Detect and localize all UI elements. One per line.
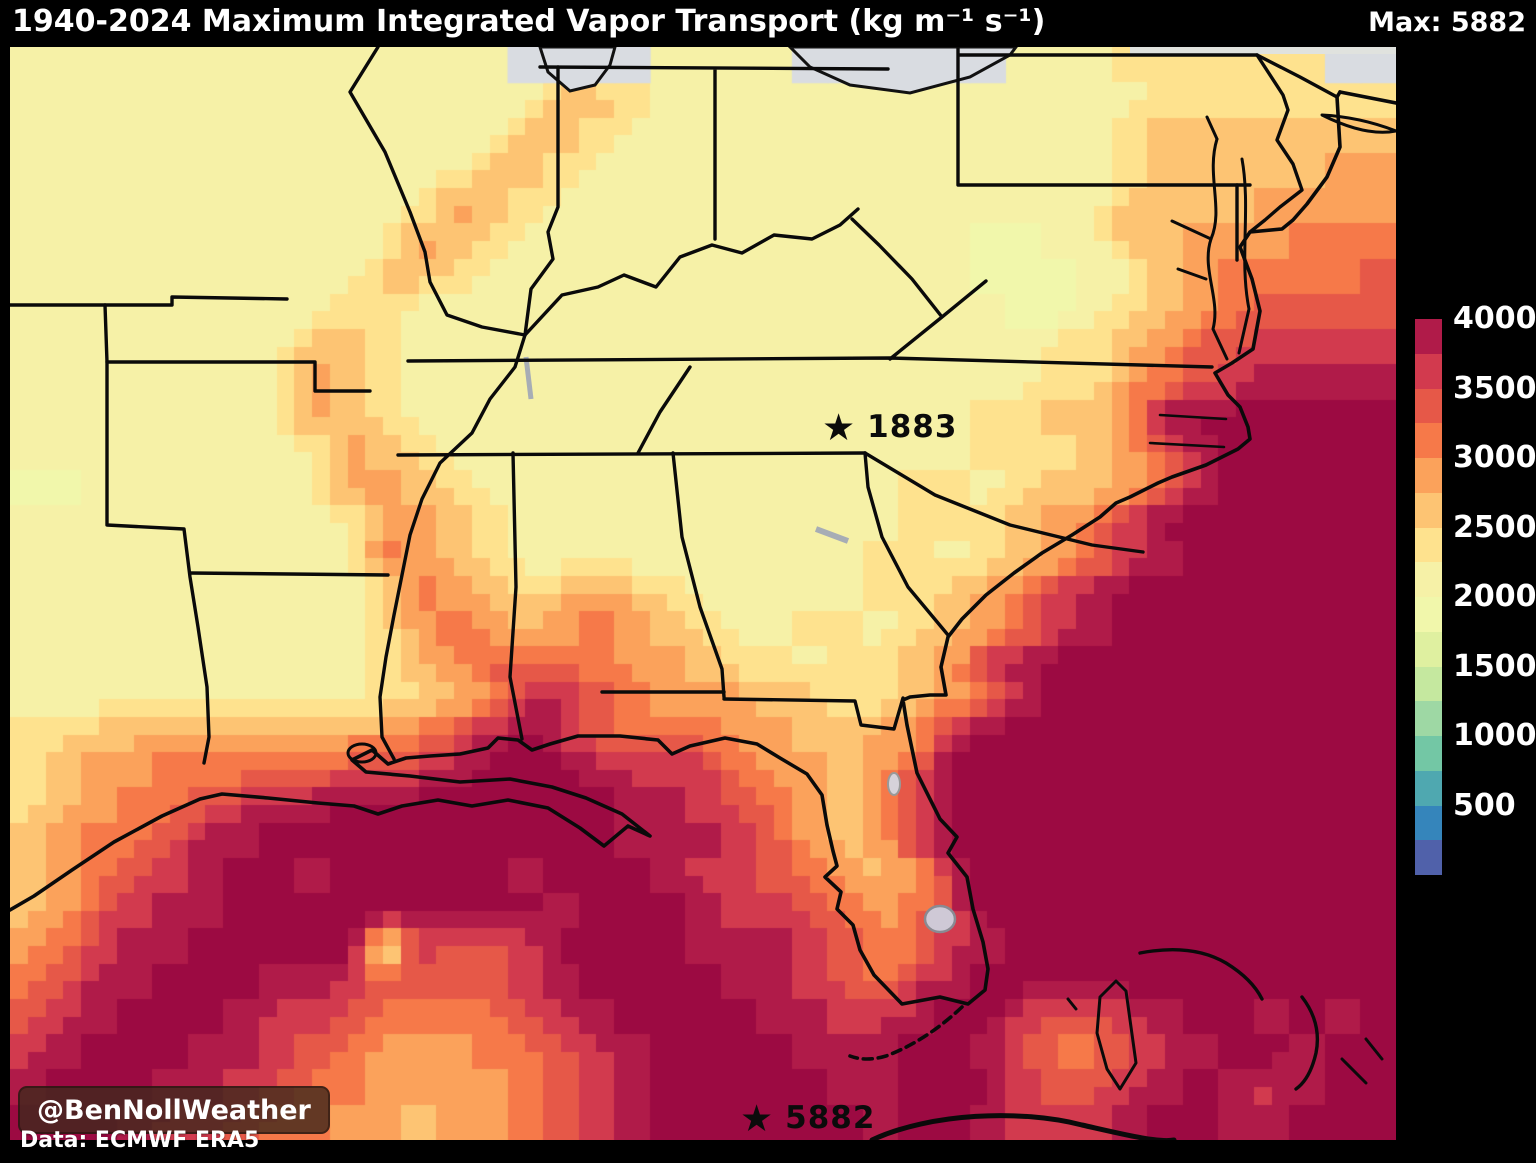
star-marker-1883: ★ 1883 — [822, 409, 957, 446]
star-icon: ★ — [740, 1097, 774, 1140]
colorbar-cell — [1415, 770, 1442, 806]
page-title: 1940-2024 Maximum Integrated Vapor Trans… — [12, 4, 1046, 39]
map-area: ★ 1883 ★ 5882 — [10, 47, 1396, 1140]
map-canvas — [10, 47, 1396, 1140]
colorbar-tick-label: 1500 — [1453, 648, 1536, 684]
star-value-label: 5882 — [785, 1100, 876, 1136]
watermark-badge: @BenNollWeather — [18, 1086, 330, 1134]
colorbar-cell — [1415, 492, 1442, 528]
colorbar-cell — [1415, 527, 1442, 563]
colorbar-cell — [1415, 353, 1442, 389]
colorbar-cell — [1415, 423, 1442, 458]
colorbar-cell — [1415, 597, 1442, 632]
colorbar-cell — [1415, 805, 1442, 841]
colorbar-cell — [1415, 631, 1442, 667]
colorbar-cell — [1415, 319, 1442, 354]
star-value-label: 1883 — [867, 409, 958, 445]
max-value-label: Max: 5882 — [1368, 7, 1526, 38]
colorbar-tick-label: 500 — [1453, 787, 1516, 823]
colorbar-tick-label: 2000 — [1453, 579, 1536, 614]
colorbar-cell — [1415, 736, 1442, 771]
star-icon: ★ — [822, 406, 856, 449]
colorbar-cell — [1415, 562, 1442, 597]
colorbar — [1415, 319, 1442, 875]
colorbar-tick-label: 3000 — [1453, 440, 1536, 475]
watermark-text: @BenNollWeather — [37, 1094, 311, 1126]
colorbar-cell — [1415, 701, 1442, 736]
colorbar-cell — [1415, 458, 1442, 493]
colorbar-cell — [1415, 666, 1442, 702]
colorbar-cell — [1415, 388, 1442, 424]
colorbar-tick-label: 4000 — [1453, 301, 1536, 336]
colorbar-cell — [1415, 840, 1442, 875]
data-credit: Data: ECMWF ERA5 — [20, 1128, 260, 1153]
colorbar-tick-label: 2500 — [1453, 509, 1536, 545]
star-marker-5882: ★ 5882 — [740, 1100, 875, 1137]
colorbar-tick-label: 3500 — [1453, 370, 1536, 406]
colorbar-tick-label: 1000 — [1453, 718, 1536, 753]
title-bar: 1940-2024 Maximum Integrated Vapor Trans… — [0, 0, 1536, 47]
